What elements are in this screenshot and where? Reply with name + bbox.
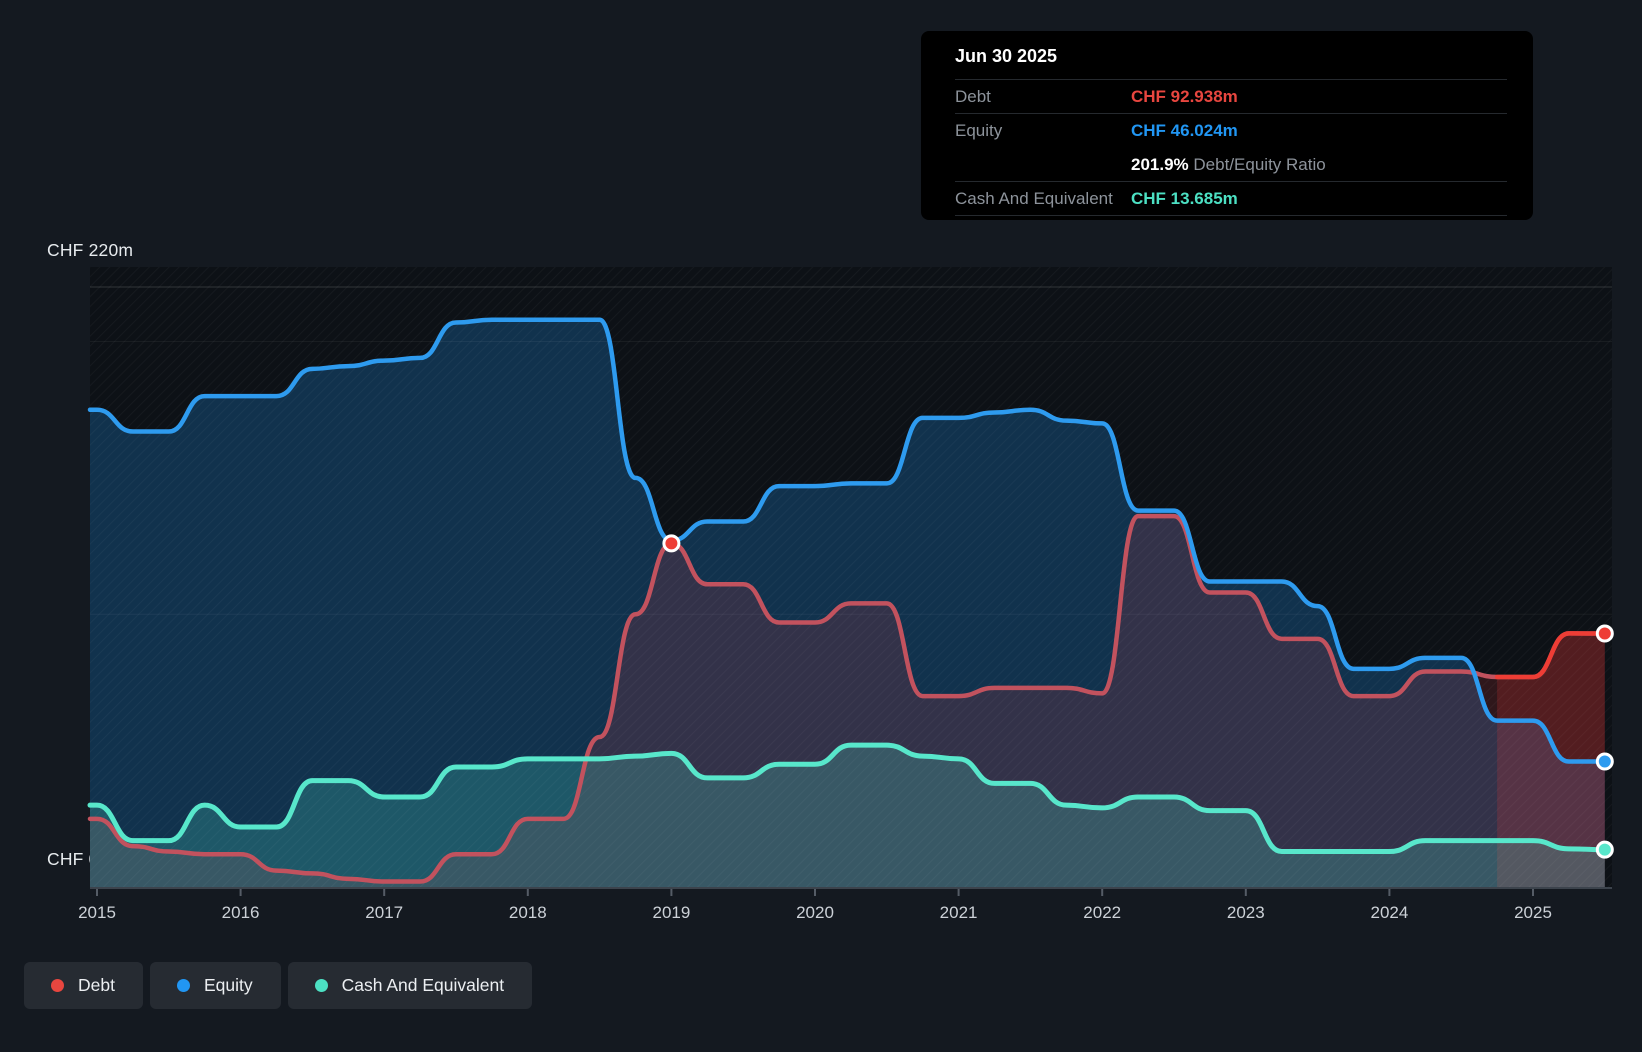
tooltip-row-debt: Debt CHF 92.938m [955,80,1507,114]
x-tick-label: 2015 [78,903,116,922]
legend-debt-label: Debt [78,975,115,995]
debt-equity-ratio-value: 201.9% [1131,154,1189,174]
x-tick-label: 2024 [1370,903,1408,922]
tooltip-equity-value: CHF 46.024m [1131,121,1238,140]
legend-button-equity[interactable]: Equity [149,962,281,1009]
end-dot-debt [1595,624,1614,643]
y-axis-max-label: CHF 220m [47,240,134,260]
x-tick-label: 2018 [509,903,547,922]
x-tick-label: 2021 [940,903,978,922]
x-tick-label: 2019 [652,903,690,922]
legend-equity-label: Equity [203,975,253,995]
x-tick-label: 2022 [1083,903,1121,922]
tooltip-date: Jun 30 2025 [955,31,1507,80]
tooltip-debt-label: Debt [955,86,991,106]
debt-equity-ratio-label: Debt/Equity Ratio [1193,154,1326,174]
debt-line-recent [1494,631,1608,680]
equity-line [87,317,1608,764]
tooltip-row-ratio: 201.9% Debt/Equity Ratio [955,148,1507,182]
tooltip-equity-label: Equity [955,121,1003,140]
end-dot-cash-and-equivalent [1595,840,1614,859]
equity-dot-icon [176,979,190,992]
x-tick-label: 2020 [796,903,834,922]
debt-line [87,513,1608,884]
hatch-texture [90,267,1612,887]
tooltip-debt-value: CHF 92.938m [1131,86,1238,106]
debt-dot-icon [51,979,64,992]
tooltip-row-equity: Equity CHF 46.024m [955,114,1507,148]
tooltip-cash-label: Cash And Equivalent [955,188,1113,208]
y-axis-zero-label: CHF 0 [47,849,99,869]
tooltip-cash-value: CHF 13.685m [1131,188,1238,208]
tooltip: Jun 30 2025 Debt CHF 92.938m Equity CHF … [921,31,1533,220]
x-tick-label: 2025 [1514,903,1552,922]
legend-cash-label: Cash And Equivalent [341,975,505,995]
x-tick-label: 2023 [1227,903,1265,922]
debt-marker-dot [662,534,681,553]
end-dot-equity [1595,752,1614,771]
tooltip-row-cash: Cash And Equivalent CHF 13.685m [955,182,1507,216]
legend: Debt Equity Cash And Equivalent [24,962,533,1009]
legend-button-debt[interactable]: Debt [24,962,143,1009]
legend-button-cash[interactable]: Cash And Equivalent [287,962,533,1009]
cash-line [87,742,1608,855]
x-tick-label: 2016 [222,903,260,922]
cash-dot-icon [314,979,328,992]
x-tick-label: 2017 [365,903,403,922]
